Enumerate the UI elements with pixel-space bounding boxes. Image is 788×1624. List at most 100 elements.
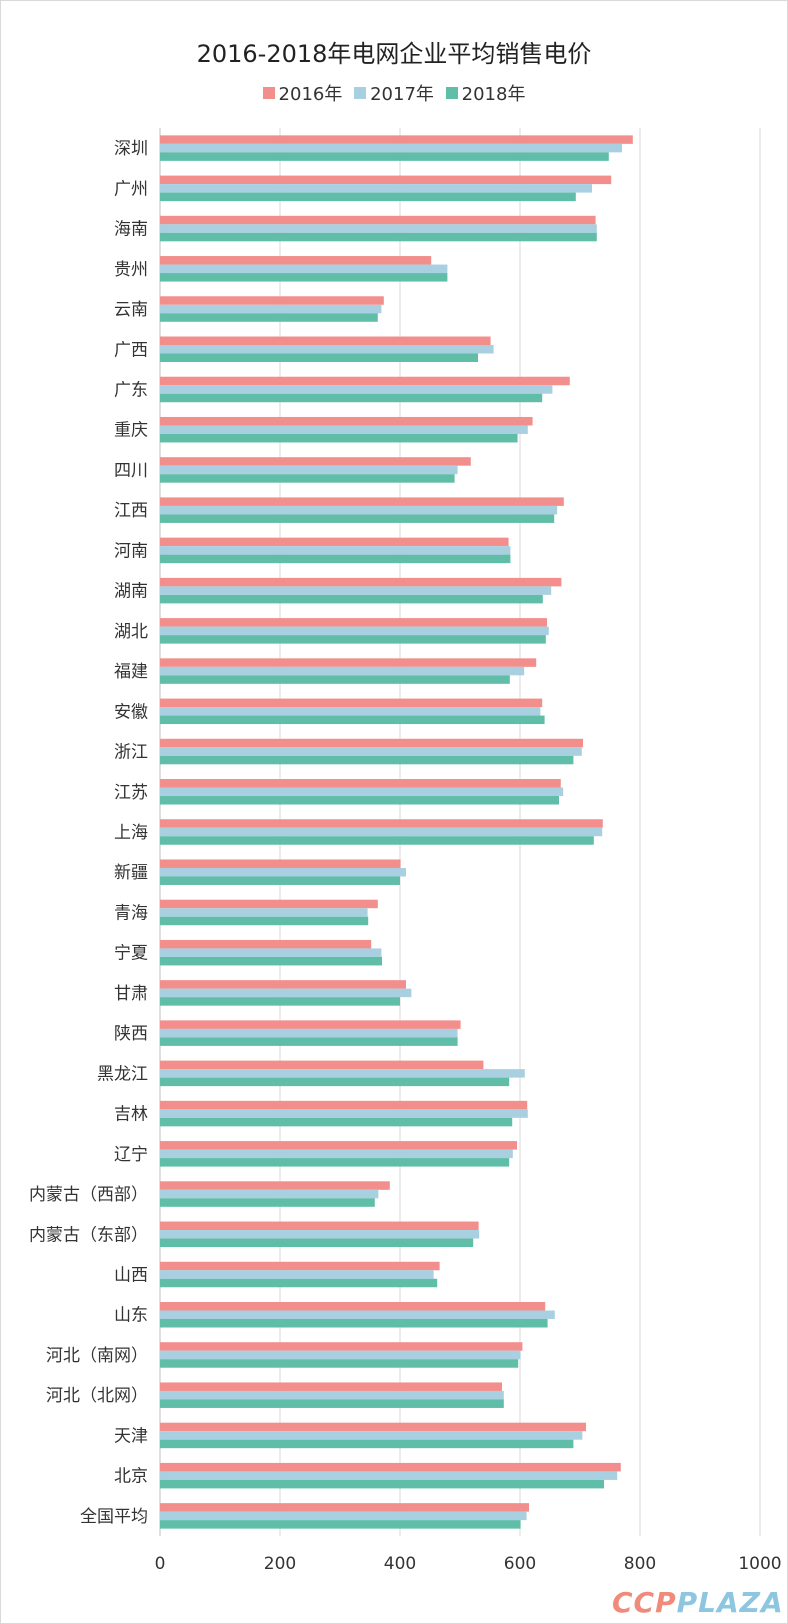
bar-2016-1 xyxy=(160,175,612,185)
watermark-logo: CCPPLAZA xyxy=(612,1586,784,1619)
category-label-28: 山西 xyxy=(114,1266,148,1286)
bar-2017-23 xyxy=(160,1069,525,1078)
bar-2017-9 xyxy=(160,505,558,515)
category-label-24: 吉林 xyxy=(114,1105,148,1125)
bar-2017-15 xyxy=(160,747,582,756)
bar-2018-14 xyxy=(160,715,545,725)
bar-2016-6 xyxy=(160,376,570,386)
bar-2016-19 xyxy=(160,899,378,909)
bar-2018-28 xyxy=(160,1278,438,1288)
bar-2017-14 xyxy=(160,707,541,716)
bar-2016-17 xyxy=(160,819,603,828)
bar-2018-6 xyxy=(160,393,543,403)
category-label-18: 新疆 xyxy=(114,863,148,883)
category-label-5: 广西 xyxy=(114,340,148,360)
bar-2016-27 xyxy=(160,1221,479,1231)
x-tick-label-200: 200 xyxy=(264,1554,296,1574)
bar-2018-19 xyxy=(160,916,369,926)
legend-item-2018: 2018年 xyxy=(445,80,526,106)
bar-2017-25 xyxy=(160,1149,513,1159)
bar-2016-28 xyxy=(160,1261,440,1271)
category-label-14: 安徽 xyxy=(114,702,148,722)
category-label-8: 四川 xyxy=(114,461,148,481)
bar-2016-34 xyxy=(160,1503,529,1512)
bar-2017-5 xyxy=(160,345,494,354)
bar-2016-2 xyxy=(160,215,596,225)
bar-2018-25 xyxy=(160,1158,510,1167)
bar-2018-20 xyxy=(160,956,382,966)
category-label-3: 贵州 xyxy=(114,260,148,280)
bar-2017-31 xyxy=(160,1390,504,1400)
bar-2016-10 xyxy=(160,537,509,547)
bar-2018-2 xyxy=(160,232,597,242)
category-label-32: 天津 xyxy=(114,1426,148,1446)
category-label-30: 河北（南网） xyxy=(46,1346,148,1366)
bar-2017-17 xyxy=(160,827,603,837)
bar-2018-13 xyxy=(160,675,510,684)
chart-legend: 2016年 2017年 2018年 xyxy=(0,80,788,106)
category-label-20: 宁夏 xyxy=(114,944,148,964)
bar-2018-16 xyxy=(160,796,559,805)
legend-swatch-2018 xyxy=(445,87,458,99)
bar-2017-26 xyxy=(160,1189,379,1199)
bar-2017-24 xyxy=(160,1109,528,1118)
bar-2017-29 xyxy=(160,1310,555,1319)
category-label-29: 山东 xyxy=(114,1306,148,1326)
category-label-12: 湖北 xyxy=(114,622,148,642)
category-label-34: 全国平均 xyxy=(80,1507,148,1527)
category-label-21: 甘肃 xyxy=(114,984,148,1004)
bar-2018-8 xyxy=(160,474,455,483)
x-tick-label-0: 0 xyxy=(155,1554,166,1574)
legend-item-2016: 2016年 xyxy=(262,80,343,106)
bar-2017-20 xyxy=(160,948,382,957)
legend-item-2017: 2017年 xyxy=(354,80,434,106)
bar-2016-15 xyxy=(160,738,583,748)
bar-2016-7 xyxy=(160,416,533,426)
bar-2016-5 xyxy=(160,336,491,346)
bar-2016-14 xyxy=(160,698,543,708)
bar-2017-16 xyxy=(160,787,564,797)
bar-2016-12 xyxy=(160,618,547,627)
legend-label-2018: 2018年 xyxy=(461,84,526,105)
bar-2018-24 xyxy=(160,1117,513,1127)
bar-2017-13 xyxy=(160,666,525,676)
bar-2016-21 xyxy=(160,980,406,989)
category-label-2: 海南 xyxy=(114,220,148,240)
legend-label-2016: 2016年 xyxy=(278,84,343,105)
category-label-19: 青海 xyxy=(114,903,148,923)
category-label-6: 广东 xyxy=(114,380,148,400)
bar-2016-8 xyxy=(160,457,471,466)
bar-2016-18 xyxy=(160,859,401,868)
legend-swatch-2017 xyxy=(354,87,367,99)
bar-2018-15 xyxy=(160,755,574,765)
bar-2017-22 xyxy=(160,1028,458,1038)
bar-2017-8 xyxy=(160,465,458,475)
bar-2018-4 xyxy=(160,313,378,322)
bar-2017-28 xyxy=(160,1270,434,1279)
bar-2016-32 xyxy=(160,1422,586,1432)
category-label-25: 辽宁 xyxy=(114,1145,148,1165)
bar-2018-33 xyxy=(160,1479,604,1489)
legend-swatch-2016 xyxy=(262,87,275,99)
bar-2016-3 xyxy=(160,256,432,265)
bar-2016-33 xyxy=(160,1462,621,1472)
category-label-16: 江苏 xyxy=(114,783,148,803)
bar-2017-33 xyxy=(160,1471,618,1480)
category-label-23: 黑龙江 xyxy=(97,1064,148,1084)
bar-2016-30 xyxy=(160,1342,523,1351)
x-tick-label-800: 800 xyxy=(624,1554,656,1574)
bar-2016-23 xyxy=(160,1060,484,1070)
bar-2017-19 xyxy=(160,908,368,917)
bar-2017-3 xyxy=(160,264,448,274)
bar-2017-2 xyxy=(160,224,597,233)
bar-2016-0 xyxy=(160,135,633,144)
category-label-7: 重庆 xyxy=(114,421,148,441)
bar-2018-30 xyxy=(160,1359,519,1368)
category-label-15: 浙江 xyxy=(114,743,148,763)
category-label-10: 河南 xyxy=(114,541,148,561)
bar-2016-26 xyxy=(160,1181,390,1190)
bar-2018-10 xyxy=(160,554,511,564)
x-tick-label-400: 400 xyxy=(384,1554,416,1574)
bar-2016-16 xyxy=(160,779,561,788)
